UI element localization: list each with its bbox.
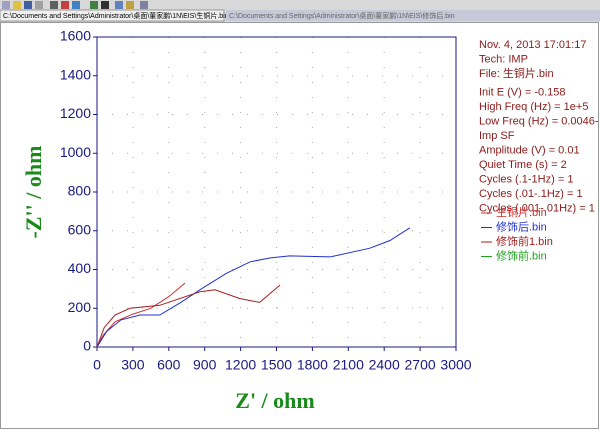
x-tick-label: 2100 <box>333 357 364 373</box>
x-tick-label: 1500 <box>261 357 292 373</box>
legend-label: 修饰后.bin <box>496 219 547 233</box>
info-text: Amplitude (V) = 0.01 <box>479 144 580 156</box>
series-line <box>96 282 186 348</box>
x-tick-label: 2400 <box>369 357 400 373</box>
legend-label: 修饰前1.bin <box>496 234 553 248</box>
y-tick-label: 1200 <box>60 105 91 121</box>
info-text: Quiet Time (s) = 2 <box>479 159 567 171</box>
info-text: File: 生铜片.bin <box>479 66 554 80</box>
info-text: Nov. 4, 2013 17:01:17 <box>479 39 586 51</box>
x-tick-label: 0 <box>93 357 101 373</box>
legend-label: 生铜片.bin <box>496 205 547 219</box>
y-tick-label: 200 <box>68 299 92 315</box>
plot-frame <box>96 36 457 348</box>
legend-label: 修饰前.bin <box>496 248 547 262</box>
y-tick-label: 1600 <box>60 28 91 44</box>
info-text: Cycles (.001-.01Hz) = 1 <box>479 202 595 214</box>
y-tick-label: 600 <box>68 221 92 237</box>
y-tick-label: 1000 <box>60 144 91 160</box>
inactive-tab[interactable] <box>226 10 600 21</box>
info-text: High Freq (Hz) = 1e+5 <box>479 101 588 113</box>
info-text: Cycles (.1-1Hz) = 1 <box>479 173 573 185</box>
y-tick-label: 0 <box>83 338 91 354</box>
info-text: Low Freq (Hz) = 0.0046- <box>479 115 599 127</box>
active-tab[interactable] <box>0 9 225 22</box>
chart-panel <box>0 22 599 429</box>
info-text: Cycles (.01-.1Hz) = 1 <box>479 188 583 200</box>
x-tick-label: 600 <box>157 357 181 373</box>
toolbar-icons <box>2 1 148 9</box>
x-tick-label: 900 <box>193 357 217 373</box>
y-tick-label: 1400 <box>60 66 91 82</box>
tab-title[interactable]: C:\Documents and Settings\Administrator\… <box>3 11 229 20</box>
x-tick-label: 1800 <box>297 357 328 373</box>
x-tick-label: 1200 <box>225 357 256 373</box>
tab-title-2[interactable]: C:\Documents and Settings\Administrator\… <box>229 11 455 20</box>
series-line <box>96 284 281 348</box>
x-tick-label: 300 <box>121 357 145 373</box>
y-tick-label: 400 <box>68 260 92 276</box>
info-text: Imp SF <box>479 130 515 142</box>
x-tick-label: 3000 <box>440 357 471 373</box>
x-tick-label: 2700 <box>405 357 436 373</box>
info-text: Init E (V) = -0.158 <box>479 86 566 98</box>
series-line <box>96 227 411 348</box>
info-text: Tech: IMP <box>479 53 528 65</box>
x-axis-title: Z' / ohm <box>235 388 314 413</box>
y-axis-title: -Z'' / ohm <box>21 146 46 239</box>
y-tick-label: 800 <box>68 183 92 199</box>
